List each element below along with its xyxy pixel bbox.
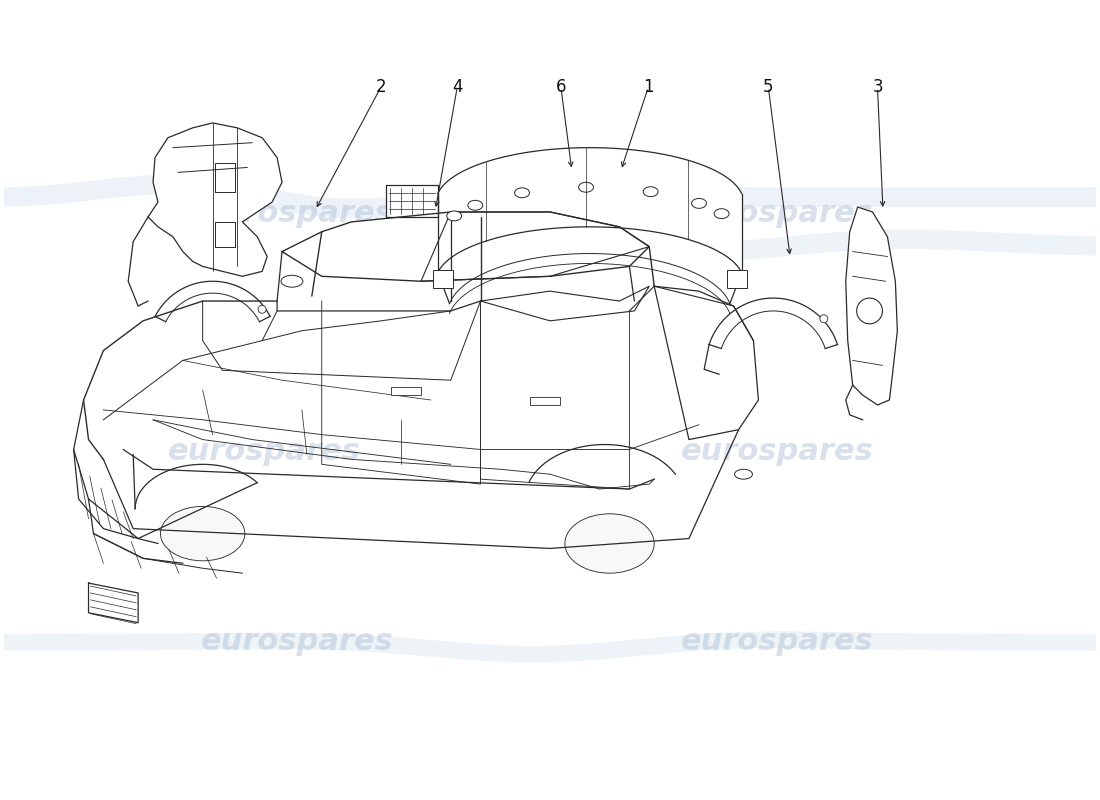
Text: 3: 3 xyxy=(872,78,883,96)
Polygon shape xyxy=(148,123,282,276)
Text: eurospares: eurospares xyxy=(681,437,873,466)
Polygon shape xyxy=(88,583,139,622)
Ellipse shape xyxy=(161,506,245,561)
Ellipse shape xyxy=(714,209,729,218)
Ellipse shape xyxy=(282,275,303,287)
Polygon shape xyxy=(710,298,837,349)
Text: 1: 1 xyxy=(642,78,653,96)
Polygon shape xyxy=(846,207,898,405)
Polygon shape xyxy=(421,212,649,282)
Bar xyxy=(530,397,560,405)
Text: eurospares: eurospares xyxy=(200,199,394,229)
Bar xyxy=(432,270,453,287)
Polygon shape xyxy=(214,162,235,192)
Polygon shape xyxy=(214,222,235,246)
Circle shape xyxy=(258,306,266,314)
Bar xyxy=(392,387,421,395)
Text: 2: 2 xyxy=(375,78,386,96)
Polygon shape xyxy=(386,186,438,217)
Text: eurospares: eurospares xyxy=(681,627,873,656)
Circle shape xyxy=(857,298,882,324)
Text: eurospares: eurospares xyxy=(200,627,394,656)
Polygon shape xyxy=(654,286,758,439)
Polygon shape xyxy=(155,282,271,322)
Text: eurospares: eurospares xyxy=(681,199,873,229)
Polygon shape xyxy=(282,212,649,282)
Ellipse shape xyxy=(447,211,462,221)
Bar xyxy=(727,270,747,287)
Ellipse shape xyxy=(565,514,654,573)
Text: 5: 5 xyxy=(763,78,773,96)
Text: 4: 4 xyxy=(452,78,462,96)
Ellipse shape xyxy=(579,182,594,192)
Text: eurospares: eurospares xyxy=(168,437,361,466)
Ellipse shape xyxy=(468,200,483,210)
Text: 6: 6 xyxy=(556,78,566,96)
Ellipse shape xyxy=(644,186,658,197)
Ellipse shape xyxy=(515,188,529,198)
Ellipse shape xyxy=(735,470,752,479)
Ellipse shape xyxy=(692,198,706,208)
Circle shape xyxy=(820,315,828,322)
